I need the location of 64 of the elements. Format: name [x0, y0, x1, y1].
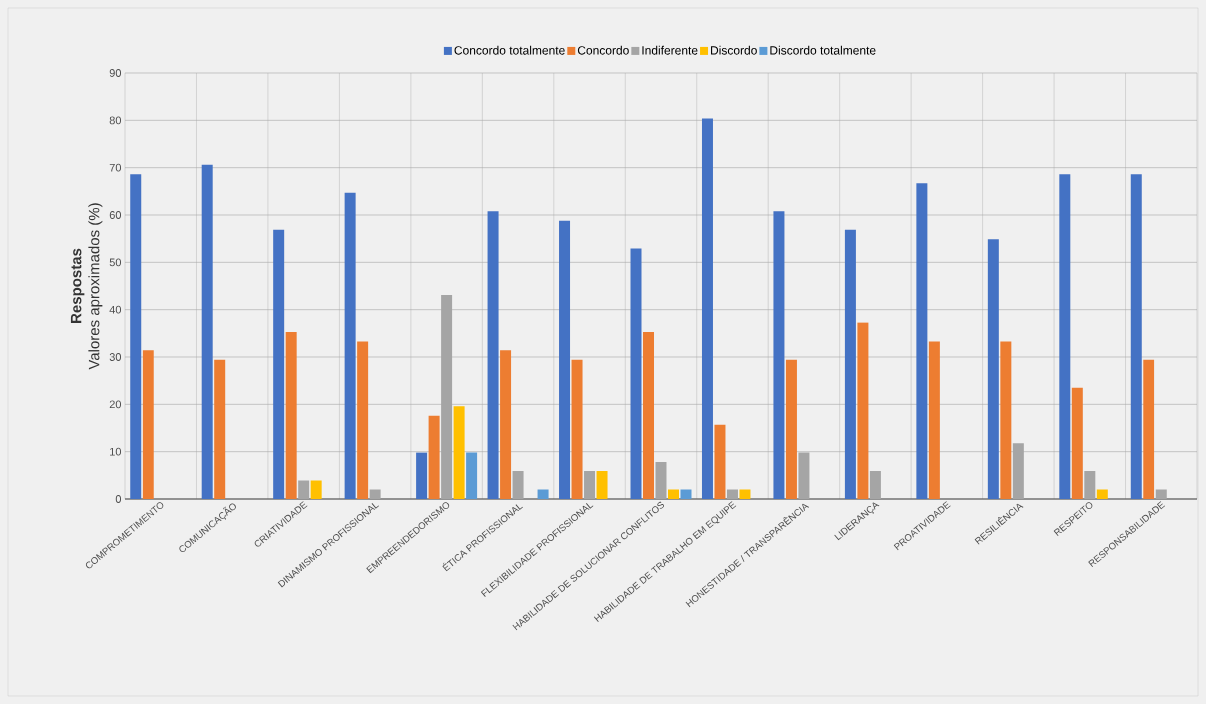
bar	[928, 341, 940, 499]
bar	[773, 211, 785, 499]
bar	[500, 350, 512, 499]
y-tick-label: 80	[109, 116, 122, 125]
y-tick-label: 60	[109, 211, 122, 219]
bar	[584, 471, 596, 499]
bar	[1155, 489, 1167, 499]
bar	[344, 192, 356, 499]
y-tick-label: 50	[109, 258, 122, 267]
bar	[142, 350, 154, 499]
bar	[1000, 341, 1012, 499]
bar	[130, 174, 142, 499]
y-axis-title: Respostas Valores aproximados (%)	[70, 203, 103, 370]
bar	[1059, 174, 1071, 499]
bar	[1071, 387, 1083, 499]
bar	[369, 489, 381, 499]
bar	[285, 331, 297, 499]
bar	[630, 248, 642, 499]
bar	[214, 359, 226, 499]
bar	[1143, 359, 1155, 499]
y-tick-label: 20	[109, 400, 122, 409]
bar	[596, 471, 608, 499]
y-tick-label: 90	[109, 69, 122, 77]
bar	[844, 229, 856, 499]
bar	[201, 164, 213, 499]
bar	[357, 341, 369, 499]
bar	[680, 489, 692, 499]
bar	[416, 452, 428, 499]
legend-label: Concordo	[577, 45, 629, 55]
bar	[739, 489, 751, 499]
bar	[726, 489, 738, 499]
bar	[714, 424, 726, 499]
bar	[571, 359, 583, 499]
bar	[428, 415, 440, 499]
bar	[537, 489, 549, 499]
bar	[869, 471, 881, 499]
bar	[273, 229, 285, 499]
bar	[643, 331, 654, 499]
bar	[785, 359, 797, 499]
bar	[466, 452, 478, 499]
bar	[559, 220, 571, 499]
y-tick-label: 0	[115, 495, 122, 503]
bar	[1084, 471, 1096, 499]
legend-label: Discordo	[711, 45, 757, 55]
bar	[916, 183, 928, 499]
bar	[701, 118, 713, 499]
bar	[453, 406, 465, 499]
bar	[655, 462, 667, 499]
legend-label: Discordo totalmente	[770, 45, 876, 55]
bar	[512, 471, 524, 499]
bar	[298, 480, 310, 499]
legend-label: Indiferente	[642, 45, 698, 55]
y-tick-label: 70	[109, 163, 122, 172]
y-tick-label: 40	[109, 305, 122, 314]
y-tick-label: 10	[110, 447, 122, 456]
bar	[487, 211, 499, 499]
bar	[1130, 174, 1142, 499]
bar	[987, 239, 999, 499]
bar	[310, 480, 322, 499]
y-tick-label: 30	[109, 353, 122, 361]
bar	[1096, 489, 1108, 499]
bar	[668, 489, 679, 499]
bar	[857, 322, 869, 499]
legend-label: Concordo totalmente	[454, 45, 565, 55]
